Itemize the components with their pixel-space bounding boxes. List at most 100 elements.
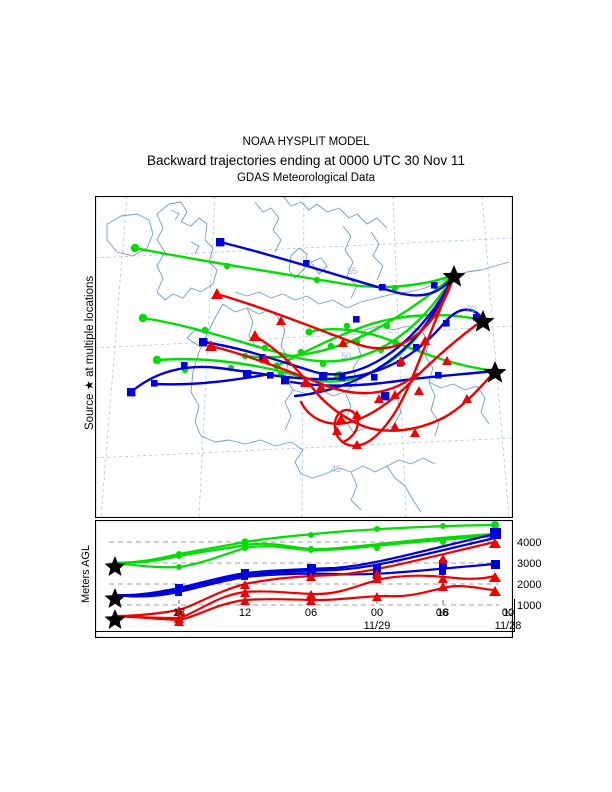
graticule-label: 45: [331, 464, 341, 474]
marker-green: [391, 338, 399, 346]
marker-red: [420, 336, 430, 345]
markers-red: [205, 288, 472, 449]
meters-agl-axis-label: Meters AGL: [80, 544, 92, 603]
trajectory-green-4: [243, 273, 456, 359]
marker-red: [336, 414, 346, 423]
altitude-gridlines: [109, 541, 499, 606]
marker-blue: [473, 314, 480, 321]
marker-blue: [267, 372, 274, 379]
graticule-lines: [95, 196, 513, 518]
graticule-label: 50: [341, 351, 351, 361]
marker-green: [391, 284, 399, 292]
marker-green: [383, 322, 391, 330]
marker-blue: [381, 392, 390, 401]
marker-red: [396, 356, 406, 365]
trajectory-red-5: [209, 344, 419, 395]
altitude-frame: [95, 520, 513, 638]
marker-blue: [303, 260, 310, 267]
star-icon: [104, 588, 126, 608]
series-green-1: [113, 523, 497, 565]
alt-right-tick: 1000: [517, 600, 541, 612]
altitude-markers-green: [176, 521, 499, 570]
time-ticks: [178, 600, 444, 604]
marker-red: [300, 378, 310, 387]
marker-red: [332, 426, 342, 435]
marker-green-start: [152, 355, 162, 365]
series-blue-1: [113, 532, 497, 597]
title-line-2: Backward trajectories ending at 0000 UTC…: [147, 153, 465, 168]
marker-red: [276, 316, 286, 325]
marker-blue: [443, 320, 450, 327]
marker-blue-start: [127, 388, 136, 397]
marker-red: [352, 440, 362, 449]
altitude-start-stars: [104, 556, 126, 629]
marker-green-start: [130, 243, 140, 253]
time-tick-hour: 12: [239, 607, 251, 619]
altitude-right-labels: 4000 3000 2000 1000: [517, 537, 541, 612]
star-icon: [483, 361, 507, 383]
altitude-panel: [95, 520, 513, 638]
marker-blue: [379, 284, 386, 291]
marker-green: [343, 322, 351, 330]
marker-red-start: [211, 288, 223, 299]
time-tick-hour: 18: [437, 607, 449, 619]
altitude-markers-red: [174, 538, 501, 626]
marker-blue: [339, 374, 346, 381]
marker-red: [316, 382, 326, 391]
time-tick-date: 11/29: [364, 620, 391, 632]
time-axis: 18 12 06 00 11/29 18 12: [173, 600, 513, 632]
time-tick-hour: 00: [502, 607, 514, 619]
trajectory-blue-6: [153, 372, 273, 386]
series-blue-2: [113, 536, 497, 597]
series-red-1: [113, 540, 497, 618]
trajectory-red-4: [299, 318, 485, 425]
series-blue-3: [113, 562, 497, 598]
star-icon: [442, 265, 466, 287]
star-icon: [104, 609, 126, 629]
marker-green: [313, 276, 321, 284]
marker-blue-start: [216, 238, 225, 247]
marker-red: [390, 422, 400, 431]
marker-blue-start: [199, 338, 208, 347]
marker-red: [390, 390, 400, 399]
time-tick-hour: 18: [173, 607, 185, 619]
marker-green: [327, 342, 335, 350]
marker-blue: [181, 362, 188, 369]
marker-green: [261, 344, 269, 352]
title-block: NOAA HYSPLIT MODEL Backward trajectories…: [0, 134, 612, 187]
map-frame: [95, 196, 513, 518]
time-tick-hour: 00: [371, 607, 383, 619]
star-icon: [471, 310, 495, 332]
marker-blue: [413, 344, 420, 351]
marker-blue: [435, 372, 442, 379]
marker-blue: [319, 372, 328, 381]
marker-red: [249, 330, 261, 341]
marker-red: [352, 410, 362, 419]
time-axis-frame: [95, 599, 515, 632]
marker-red: [462, 394, 472, 403]
source-axis-label: Source ★ at multiple locations: [84, 275, 96, 430]
trajectory-green-1: [133, 246, 456, 289]
alt-right-tick: 2000: [517, 579, 541, 591]
source-star-markers: [442, 265, 507, 383]
marker-blue: [431, 282, 438, 289]
marker-green: [223, 262, 231, 270]
marker-green: [305, 328, 313, 336]
marker-red: [414, 386, 424, 395]
marker-red: [410, 428, 420, 437]
marker-red: [260, 354, 270, 363]
graticule-labels: 55 50 45 20: [331, 266, 476, 474]
marker-blue: [371, 374, 378, 381]
marker-green: [297, 348, 305, 356]
marker-blue: [243, 370, 252, 379]
marker-blue: [281, 376, 290, 385]
alt-right-tick: 4000: [517, 537, 541, 549]
star-icon: [104, 556, 126, 576]
marker-green: [201, 326, 209, 334]
trajectory-blue-1: [218, 240, 456, 297]
altitude-series: [113, 523, 497, 622]
time-tick-hour: 06: [436, 607, 448, 619]
marker-red-start: [205, 340, 217, 351]
marker-blue: [353, 316, 360, 323]
marker-blue: [151, 380, 158, 387]
